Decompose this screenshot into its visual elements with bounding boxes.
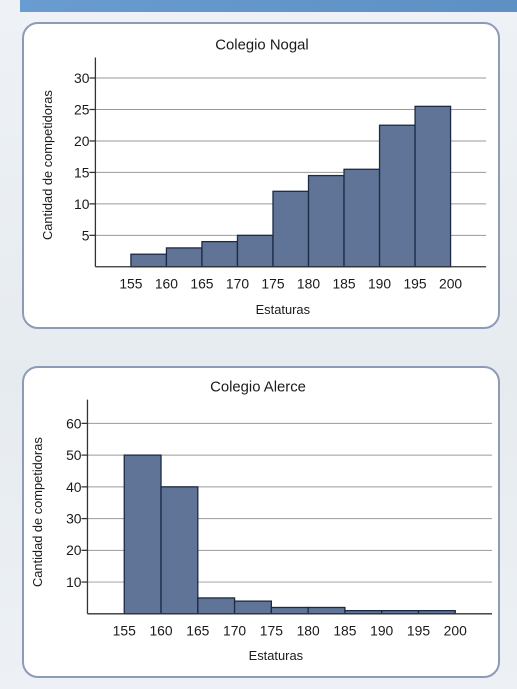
axes [81,399,493,615]
bar-155-160 [130,253,168,268]
page-top-strip [20,0,517,12]
x-tick-label: 180 [297,623,320,639]
bar-165-170 [201,240,239,268]
x-tick-label: 175 [261,276,284,292]
y-tick-label: 30 [74,70,90,86]
x-tick-label: 160 [149,623,172,639]
bar-175-180 [272,190,310,268]
bar-160-165 [165,247,203,268]
x-axis-label: Estaturas [249,648,303,663]
tick-labels: 10 20 30 40 50 60 155 160 165 170 175 180 185 190 195 2… [66,415,467,638]
bar-155-160 [123,454,162,615]
bar-170-175 [233,600,273,615]
bar-165-170 [197,597,236,615]
tick-labels: 5 10 15 20 25 30 155 160 165 170 175 180 185 190 195 20… [74,70,462,291]
x-tick-label: 165 [190,276,213,292]
x-tick-label: 200 [444,623,467,639]
y-tick-label: 20 [74,133,90,149]
x-tick-label: 170 [223,623,246,639]
x-tick-label: 170 [226,276,249,292]
y-axis-label: Cantidad de competidoras [30,437,45,587]
y-tick-label: 10 [66,574,82,590]
chart-title: Colegio Alerce [210,380,306,396]
bar-180-185 [307,174,345,268]
bar-170-175 [236,234,274,268]
bar-180-185 [307,606,346,615]
bar-160-165 [160,486,199,615]
x-tick-label: 155 [119,276,142,292]
axes [89,57,487,268]
bars [123,454,456,615]
y-tick-label: 5 [82,227,90,243]
x-tick-label: 155 [113,623,136,639]
x-tick-label: 165 [186,623,209,639]
y-tick-label: 60 [66,415,82,431]
x-tick-label: 190 [368,276,391,292]
chart-title: Colegio Nogal [215,38,308,54]
x-tick-label: 190 [370,623,393,639]
x-tick-label: 175 [260,623,283,639]
y-tick-label: 40 [66,479,82,495]
x-tick-label: 195 [407,623,430,639]
chart-colegio-nogal: Colegio Nogal Cantidad de competidoras E… [40,38,487,317]
x-tick-label: 185 [332,276,355,292]
y-tick-label: 15 [74,164,90,180]
x-tick-label: 200 [439,276,462,292]
bars [130,105,452,268]
y-tick-label: 50 [66,447,82,463]
bar-190-195 [378,124,416,268]
chart-colegio-alerce: Colegio Alerce Cantidad de competidoras … [30,380,493,663]
bar-195-200 [414,105,452,268]
x-tick-label: 180 [297,276,320,292]
x-tick-label: 160 [155,276,178,292]
y-tick-label: 25 [74,101,90,117]
y-tick-label: 10 [74,196,90,212]
y-tick-label: 20 [66,542,82,558]
x-axis-label: Estaturas [256,302,310,317]
chart-panel-colegio-nogal: Colegio Nogal Cantidad de competidoras E… [22,22,500,329]
y-tick-label: 30 [66,511,82,527]
x-tick-label: 195 [403,276,426,292]
bar-185-190 [343,168,381,268]
y-axis-label: Cantidad de competidoras [40,90,55,240]
bar-175-180 [270,606,309,615]
x-tick-label: 185 [333,623,356,639]
chart-panel-colegio-alerce: Colegio Alerce Cantidad de competidoras … [22,366,500,678]
